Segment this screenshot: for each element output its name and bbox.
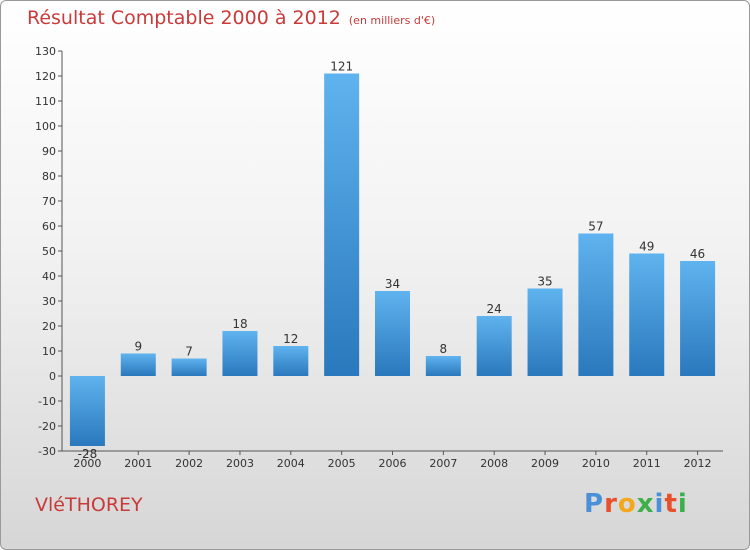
bar bbox=[69, 376, 105, 446]
bar bbox=[171, 358, 207, 376]
y-tick-label: 40 bbox=[42, 270, 56, 283]
data-label: 57 bbox=[588, 220, 603, 234]
y-tick-label: 0 bbox=[49, 370, 56, 383]
data-label: 7 bbox=[185, 345, 193, 359]
y-tick-label: 30 bbox=[42, 295, 56, 308]
bar bbox=[680, 261, 716, 376]
y-tick-label: 130 bbox=[35, 45, 56, 58]
y-tick-label: -30 bbox=[38, 445, 56, 458]
logo-letter: t bbox=[664, 489, 678, 519]
bar bbox=[425, 356, 461, 376]
logo-letter: x bbox=[636, 489, 655, 519]
y-tick-label: 60 bbox=[42, 220, 56, 233]
bar bbox=[629, 253, 665, 376]
x-tick-label: 2009 bbox=[531, 457, 559, 470]
y-tick-label: 100 bbox=[35, 120, 56, 133]
bar bbox=[324, 73, 360, 376]
commune-name: VléTHOREY bbox=[35, 494, 143, 516]
x-tick-label: 2004 bbox=[277, 457, 305, 470]
data-label: 9 bbox=[134, 340, 142, 354]
proxiti-logo[interactable]: Proxiti bbox=[584, 489, 688, 519]
x-tick-label: 2002 bbox=[175, 457, 203, 470]
data-label: 46 bbox=[690, 247, 705, 261]
title-text: Résultat Comptable 2000 à 2012 bbox=[27, 7, 341, 29]
y-tick-label: -10 bbox=[38, 395, 56, 408]
x-tick-label: 2001 bbox=[124, 457, 152, 470]
data-label: 49 bbox=[639, 240, 654, 254]
data-label: -28 bbox=[78, 447, 98, 461]
y-tick-label: 50 bbox=[42, 245, 56, 258]
y-tick-label: 10 bbox=[42, 345, 56, 358]
data-label: 24 bbox=[487, 302, 502, 316]
logo-letter: i bbox=[677, 489, 688, 519]
data-label: 8 bbox=[440, 342, 448, 356]
y-tick-label: 110 bbox=[35, 95, 56, 108]
x-tick-label: 2012 bbox=[684, 457, 712, 470]
chart-subtitle: (en milliers d'€) bbox=[348, 14, 436, 27]
data-label: 35 bbox=[537, 275, 552, 289]
y-tick-label: 90 bbox=[42, 145, 56, 158]
y-tick-label: 70 bbox=[42, 195, 56, 208]
bar bbox=[476, 316, 512, 376]
y-tick-label: 120 bbox=[35, 70, 56, 83]
bar bbox=[578, 233, 614, 376]
data-label: 12 bbox=[283, 332, 298, 346]
bar bbox=[527, 288, 563, 376]
logo-letter: P bbox=[584, 489, 605, 519]
bar bbox=[375, 291, 410, 376]
x-tick-label: 2003 bbox=[226, 457, 254, 470]
logo-letter: o bbox=[617, 489, 637, 519]
logo-letter: i bbox=[654, 489, 665, 519]
data-label: 18 bbox=[232, 317, 247, 331]
x-tick-label: 2005 bbox=[328, 457, 356, 470]
logo-letter: r bbox=[604, 489, 618, 519]
bar bbox=[222, 331, 258, 376]
data-label: 34 bbox=[385, 277, 400, 291]
y-tick-label: 20 bbox=[42, 320, 56, 333]
y-tick-label: 80 bbox=[42, 170, 56, 183]
x-tick-label: 2010 bbox=[582, 457, 610, 470]
bar bbox=[273, 346, 309, 376]
bar bbox=[120, 353, 156, 376]
x-tick-label: 2000 bbox=[73, 457, 101, 470]
x-tick-label: 2007 bbox=[429, 457, 457, 470]
x-tick-label: 2011 bbox=[633, 457, 661, 470]
data-label: 121 bbox=[330, 60, 353, 74]
x-tick-label: 2006 bbox=[379, 457, 407, 470]
chart-title: Résultat Comptable 2000 à 2012 (en millie… bbox=[27, 7, 435, 29]
y-tick-label: -20 bbox=[38, 420, 56, 433]
x-tick-label: 2008 bbox=[480, 457, 508, 470]
